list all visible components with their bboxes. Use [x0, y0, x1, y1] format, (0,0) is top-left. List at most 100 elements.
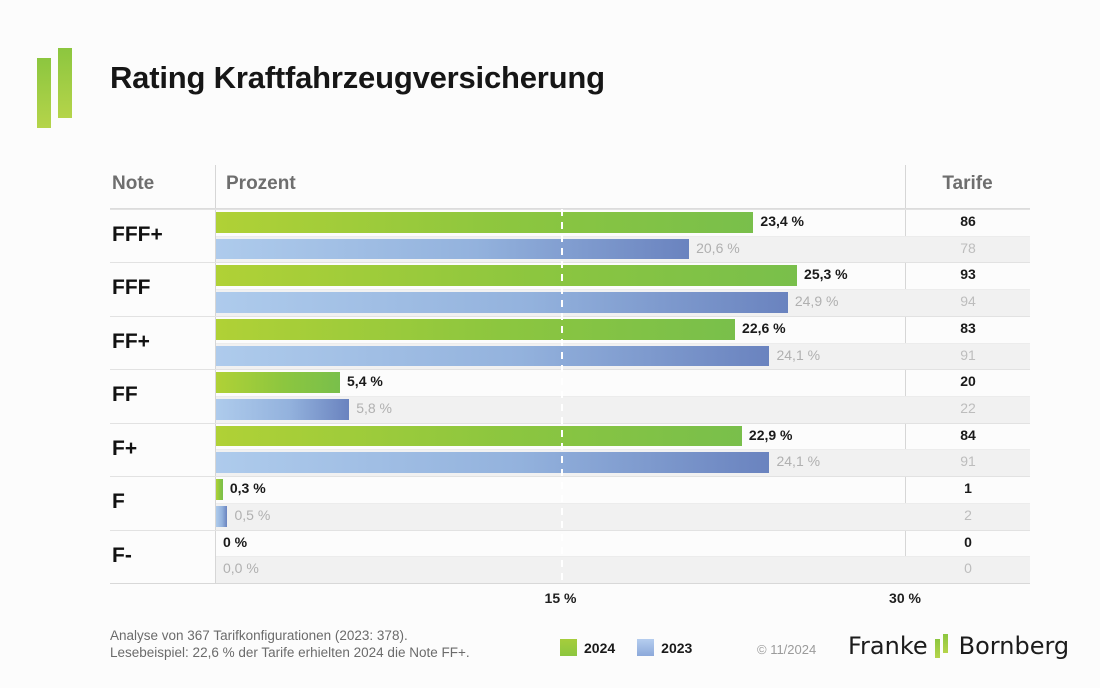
tarife-count: 86 — [960, 213, 976, 229]
tarife-count: 91 — [960, 346, 976, 363]
brand-bar-left — [934, 639, 940, 658]
footnote-line-2: Lesebeispiel: 22,6 % der Tarife erhielte… — [110, 645, 470, 660]
series-row-2023: 24,1 % 91 — [110, 449, 1030, 477]
copyright-text: © 11/2024 — [757, 642, 817, 657]
x-axis-tick-30: 30 % — [889, 590, 921, 606]
logo-bar-right — [58, 48, 72, 118]
brand-name-first: Franke — [848, 632, 928, 660]
bar-track: 24,9 % — [216, 289, 905, 316]
page-title: Rating Kraftfahrzeugversicherung — [110, 60, 605, 95]
bar-value-label: 24,1 % — [776, 346, 821, 363]
brand-name-second: Bornberg — [958, 632, 1070, 660]
row-divider — [110, 422, 1030, 424]
bar-value-label: 0,0 % — [223, 560, 259, 577]
bar-track: 22,6 % — [216, 316, 905, 343]
bar-value-label: 23,4 % — [760, 213, 804, 229]
series-row-2024: 0,3 % 1 — [110, 476, 1030, 503]
legend-swatch-2024-icon — [560, 639, 577, 656]
bar-2023-FFF — [216, 292, 788, 313]
bar-2023-FFF+ — [216, 238, 690, 260]
bar-track: 0,0 % — [216, 556, 905, 583]
tarife-count: 0 — [964, 560, 972, 577]
grade-label-fminus: F- — [112, 543, 132, 567]
legend-swatch-2023-icon — [637, 639, 655, 656]
series-row-2023: 24,9 % 94 — [110, 289, 1030, 316]
table-header-row: Note Prozent Tarife — [110, 165, 1030, 209]
brand-bar-right — [942, 634, 948, 653]
bar-track: 20,6 % — [216, 236, 905, 263]
bar-2023-F — [216, 505, 228, 527]
tarife-count: 1 — [964, 480, 972, 497]
bar-value-label: 22,6 % — [742, 319, 786, 336]
tarife-count: 84 — [960, 426, 976, 443]
column-header-note: Note — [112, 173, 155, 194]
series-divider — [216, 395, 1030, 397]
row-band — [216, 395, 1030, 423]
bar-value-label: 0,5 % — [234, 506, 271, 523]
row-band — [216, 502, 1030, 530]
bar-2023-FF+ — [216, 345, 770, 367]
rating-chart-table: Note Prozent Tarife FFF+ 23,4 % 86 20,6 % 78… — [110, 165, 1030, 584]
table-row: FF 5,4 % 20 5,8 % 22 — [110, 369, 1030, 423]
chart-legend: 2024 2023 — [560, 639, 704, 656]
row-divider — [110, 262, 1030, 264]
grade-label-fff: FFF — [112, 276, 151, 300]
grade-label-fffplus: FFF+ — [112, 223, 163, 246]
series-row-2023: 0,5 % 2 — [110, 502, 1030, 530]
table-row: F 0,3 % 1 0,5 % 2 — [110, 476, 1030, 530]
series-row-2024: 22,9 % 84 — [110, 423, 1030, 450]
bar-value-label: 5,8 % — [356, 399, 393, 416]
series-row-2024: 5,4 % 20 — [110, 369, 1030, 396]
bar-track: 23,4 % — [216, 209, 905, 236]
bar-value-label: 0,3 % — [229, 480, 266, 497]
row-divider — [110, 315, 1030, 317]
legend-item-2023[interactable]: 2023 — [637, 639, 692, 656]
grade-label-ff: FF — [112, 383, 138, 407]
row-divider — [110, 209, 1030, 210]
bar-2023-FF — [216, 398, 350, 420]
bar-2024-FF+ — [216, 318, 736, 340]
header-underline — [110, 208, 1030, 209]
bar-2023-F+ — [216, 452, 770, 474]
franke-bornberg-logo-icon — [37, 48, 79, 128]
tarife-count: 94 — [960, 293, 976, 310]
table-row: FFF+ 23,4 % 86 20,6 % 78 — [110, 209, 1030, 263]
tarife-count: 22 — [960, 399, 976, 416]
bar-2024-F — [216, 479, 223, 500]
grade-label-ffplus: FF+ — [112, 329, 150, 353]
legend-label-2023: 2023 — [661, 639, 693, 656]
table-bottom-border — [110, 583, 1030, 584]
series-divider — [216, 235, 1030, 237]
column-separator-tarife — [905, 165, 906, 583]
x-axis-tick-15: 15 % — [544, 590, 577, 606]
series-divider — [216, 502, 1030, 504]
tarife-count: 91 — [960, 453, 976, 470]
bar-track: 24,1 % — [216, 343, 905, 370]
series-row-2024: 0 % 0 — [110, 530, 1030, 557]
series-row-2024: 22,6 % 83 — [110, 316, 1030, 343]
legend-item-2024[interactable]: 2024 — [560, 639, 615, 656]
bar-track: 5,8 % — [216, 396, 905, 423]
grade-label-fplus: F+ — [112, 436, 138, 460]
bar-value-label: 25,3 % — [804, 266, 848, 283]
tarife-count: 20 — [960, 373, 976, 390]
tarife-count: 2 — [964, 506, 972, 523]
series-row-2023: 24,1 % 91 — [110, 342, 1030, 370]
tarife-count: 93 — [960, 266, 976, 283]
series-divider — [216, 289, 1030, 291]
bar-track: 0,3 % — [216, 476, 905, 503]
legend-label-2024: 2024 — [584, 639, 616, 656]
page-header: Rating Kraftfahrzeugversicherung — [0, 0, 1100, 150]
bar-track: 24,1 % — [216, 449, 905, 476]
bar-track: 5,4 % — [216, 369, 905, 396]
tarife-count: 0 — [964, 533, 972, 550]
column-header-tarife: Tarife — [942, 173, 993, 194]
bar-2024-FF — [216, 372, 341, 393]
bar-2024-FFF+ — [216, 212, 754, 233]
series-row-2023: 20,6 % 78 — [110, 235, 1030, 263]
series-divider — [216, 556, 1030, 558]
series-row-2023: 5,8 % 22 — [110, 395, 1030, 423]
tarife-count: 78 — [960, 239, 976, 256]
table-row: FFF 25,3 % 93 24,9 % 94 — [110, 262, 1030, 316]
table-body: FFF+ 23,4 % 86 20,6 % 78 FFF 25,3 % 93 24,9 % 94 F… — [110, 209, 1030, 583]
